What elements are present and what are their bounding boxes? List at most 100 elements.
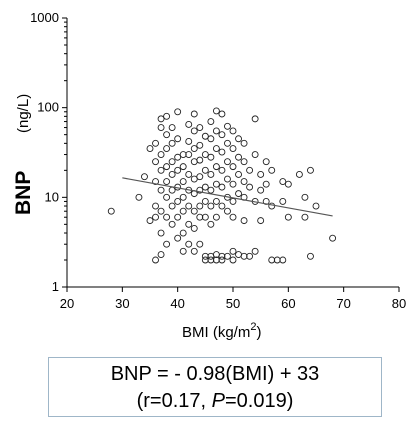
data-point [152, 213, 159, 221]
data-point [141, 173, 148, 181]
data-point [201, 166, 209, 174]
trendline [122, 177, 333, 217]
data-point [163, 145, 171, 152]
data-point [262, 180, 270, 188]
equation-line-1: BNP = - 0.98(BMI) + 33 [110, 363, 320, 385]
data-point [157, 115, 165, 123]
data-point [190, 158, 198, 166]
y-ticks: 1 10 100 1000 [30, 10, 67, 294]
data-point [307, 166, 314, 174]
data-point [146, 145, 154, 152]
x-axis-title-close: ) [256, 324, 261, 341]
data-point [279, 197, 287, 205]
data-point [201, 256, 209, 264]
data-point [257, 186, 265, 194]
data-point [196, 156, 204, 164]
data-point [218, 110, 226, 118]
data-point [174, 135, 182, 143]
data-point [246, 183, 254, 191]
data-point [224, 175, 231, 183]
data-point [301, 213, 309, 221]
data-point [168, 139, 176, 147]
data-point [257, 170, 265, 178]
data-point [229, 163, 237, 171]
data-point [207, 256, 215, 264]
data-point [262, 158, 270, 166]
x-axis-title-superscript: 2 [250, 321, 256, 333]
data-point [157, 166, 165, 174]
data-point [212, 145, 220, 152]
y-axis-title: BNP [12, 171, 35, 215]
data-point [174, 234, 182, 242]
data-point [218, 148, 226, 156]
x-tick-label: 60 [281, 296, 295, 311]
data-point [218, 256, 226, 264]
data-point [196, 240, 204, 248]
data-point [207, 170, 215, 178]
data-point [212, 213, 220, 221]
data-point [229, 180, 237, 188]
data-point [163, 112, 171, 120]
data-point [157, 207, 165, 215]
data-point [224, 207, 231, 215]
data-point [157, 124, 165, 132]
data-point [284, 180, 292, 188]
data-point [212, 197, 220, 205]
data-point [179, 229, 187, 237]
data-point [218, 202, 226, 210]
data-point [174, 166, 182, 174]
data-point [268, 256, 276, 264]
data-point [212, 107, 220, 115]
data-point [218, 166, 226, 174]
y-tick-label: 1 [52, 279, 59, 294]
data-point [190, 145, 198, 152]
x-tick-label: 20 [60, 296, 74, 311]
data-point [163, 178, 171, 185]
data-point [207, 118, 215, 126]
data-point [174, 153, 182, 161]
data-point [207, 202, 215, 210]
equation-line-2-close: =0.019) [225, 390, 294, 412]
data-point [235, 135, 242, 143]
data-point [163, 163, 171, 171]
data-point [240, 217, 248, 225]
data-point [268, 202, 276, 210]
x-tick-label: 50 [226, 296, 240, 311]
data-point [224, 122, 231, 130]
data-point [174, 213, 182, 221]
x-tick-label: 80 [392, 296, 406, 311]
data-point [246, 252, 254, 260]
data-point [235, 251, 242, 259]
data-point [224, 139, 231, 147]
data-point [185, 240, 193, 248]
data-point [152, 202, 159, 210]
data-point [329, 234, 337, 242]
x-tick-label: 70 [336, 296, 350, 311]
data-point [284, 213, 292, 221]
data-point [201, 213, 209, 221]
data-point [179, 151, 187, 159]
data-point [196, 186, 204, 194]
data-point [312, 202, 320, 210]
data-point [235, 170, 242, 178]
axes [66, 18, 399, 288]
data-point [179, 163, 187, 171]
data-point [246, 166, 254, 174]
data-point [196, 124, 204, 132]
data-point [201, 151, 209, 159]
data-point [235, 190, 242, 198]
data-point [240, 158, 248, 166]
data-point [190, 127, 198, 135]
data-point [179, 178, 187, 185]
y-tick-label: 1000 [30, 10, 59, 25]
data-point [168, 170, 176, 178]
data-point [163, 240, 171, 248]
data-point [196, 141, 204, 149]
data-point [185, 120, 193, 128]
data-point [185, 151, 193, 159]
data-point [179, 207, 187, 215]
data-point [201, 183, 209, 191]
data-point [190, 207, 198, 215]
data-point [196, 202, 204, 210]
data-point [218, 131, 226, 139]
